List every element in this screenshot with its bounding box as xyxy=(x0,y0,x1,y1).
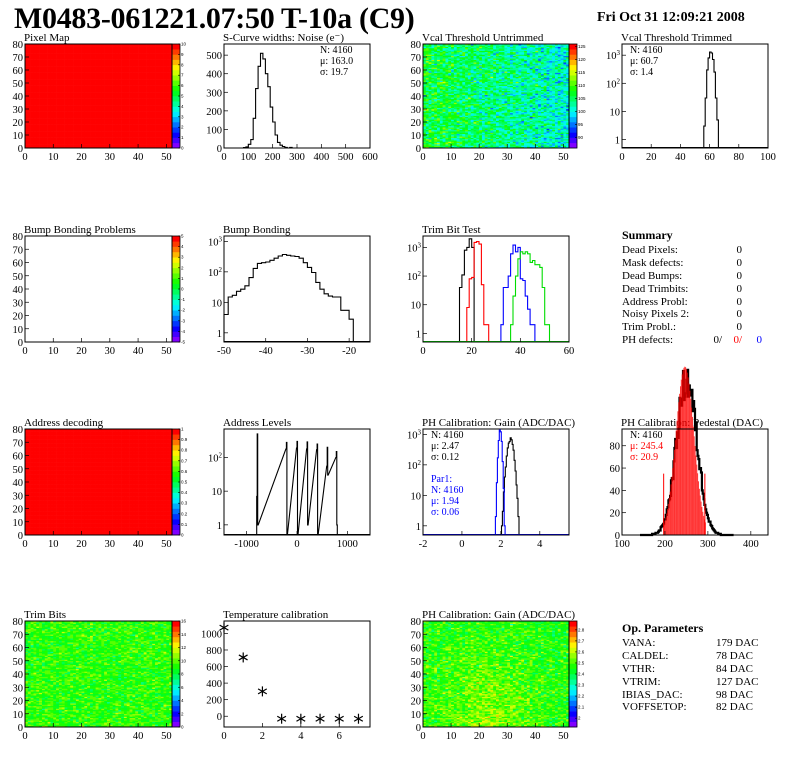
x-tick-label: 10 xyxy=(48,152,59,163)
palette-tick-label: 10 xyxy=(181,42,187,47)
x-tick-label: 600 xyxy=(362,152,378,163)
palette-tick-label: 9 xyxy=(181,52,184,57)
y-tick-label: 100 xyxy=(206,125,222,136)
palette-bin xyxy=(172,106,180,112)
chart-panel: Pixel Map 0 1 2 3 4 5 6 7 8 9 10 0 10 20 30 40 50 0 10 20 30 4… xyxy=(13,32,187,163)
y-tick-label: 0 xyxy=(18,144,23,155)
x-tick-label: 30 xyxy=(105,152,116,163)
chart-title: Vcal Threshold Untrimmed xyxy=(422,32,544,44)
palette-tick-label: 7 xyxy=(181,73,184,78)
palette-bin xyxy=(172,122,180,128)
palette-tick-label: 1 xyxy=(181,135,184,140)
palette-tick-label: 2 xyxy=(181,125,184,130)
x-tick-label: 500 xyxy=(338,152,354,163)
plot-area xyxy=(25,44,172,148)
chart-panel: Vcal Threshold Untrimmed9095100105110115… xyxy=(411,32,587,163)
palette-bin xyxy=(172,80,180,86)
palette-tick-label: 4 xyxy=(181,104,184,109)
palette-tick-label: 0 xyxy=(181,146,184,151)
palette-tick-label: 6 xyxy=(181,83,184,88)
x-tick-label: 50 xyxy=(161,152,172,163)
palette-bin xyxy=(172,101,180,107)
palette-tick-label: 8 xyxy=(181,62,184,67)
y-tick-label: 500 xyxy=(206,51,222,62)
y-tick-label: 40 xyxy=(13,92,24,103)
y-tick-label: 30 xyxy=(13,105,24,116)
y-tick-label: 20 xyxy=(13,118,24,129)
x-tick-label: 200 xyxy=(265,152,281,163)
palette-bin xyxy=(172,127,180,133)
x-tick-label: 300 xyxy=(289,152,305,163)
chart-title: S-Curve widths: Noise (e⁻) xyxy=(223,32,344,44)
x-tick-label: 100 xyxy=(240,152,256,163)
stats-line: σ: 19.7 xyxy=(320,67,348,78)
x-tick-label: 40 xyxy=(133,152,144,163)
stats-line: N: 4160 xyxy=(320,45,353,56)
plot-area xyxy=(423,44,569,148)
histogram-series xyxy=(244,53,295,148)
y-tick-label: 10 xyxy=(13,131,24,142)
chart-title: Pixel Map xyxy=(24,32,70,44)
y-tick-label: 0 xyxy=(217,144,222,155)
x-tick-label: 400 xyxy=(313,152,329,163)
plot-area xyxy=(244,53,295,148)
y-tick-label: 200 xyxy=(206,107,222,118)
palette-bin xyxy=(172,54,180,60)
y-tick-label: 50 xyxy=(13,79,24,90)
palette-bin xyxy=(172,75,180,81)
palette-tick-label: 5 xyxy=(181,94,184,99)
y-tick-label: 80 xyxy=(13,40,24,51)
palette-bin xyxy=(172,86,180,92)
y-tick-label: 60 xyxy=(13,66,24,77)
palette-bin xyxy=(172,138,180,144)
palette-tick-label: 3 xyxy=(181,114,184,119)
x-tick-label: 0 xyxy=(22,152,27,163)
stats-line: μ: 163.0 xyxy=(320,56,353,67)
palette-bin xyxy=(172,70,180,76)
y-tick-label: 70 xyxy=(13,53,24,64)
palette-bin xyxy=(172,117,180,123)
x-tick-label: 20 xyxy=(76,152,87,163)
y-tick-label: 400 xyxy=(206,70,222,81)
palette-bin xyxy=(172,143,180,149)
palette-bin xyxy=(172,112,180,118)
x-tick-label: 0 xyxy=(221,152,226,163)
chart-panel: S-Curve widths: Noise (e⁻) 0 100 200 300 400 5… xyxy=(206,32,378,163)
palette-bin xyxy=(172,96,180,102)
y-tick-label: 300 xyxy=(206,88,222,99)
palette-bin xyxy=(172,60,180,66)
palette-bin xyxy=(172,91,180,97)
palette-bin xyxy=(172,132,180,138)
palette-bin xyxy=(172,44,180,50)
palette-bin xyxy=(172,49,180,55)
palette-bin xyxy=(172,65,180,71)
